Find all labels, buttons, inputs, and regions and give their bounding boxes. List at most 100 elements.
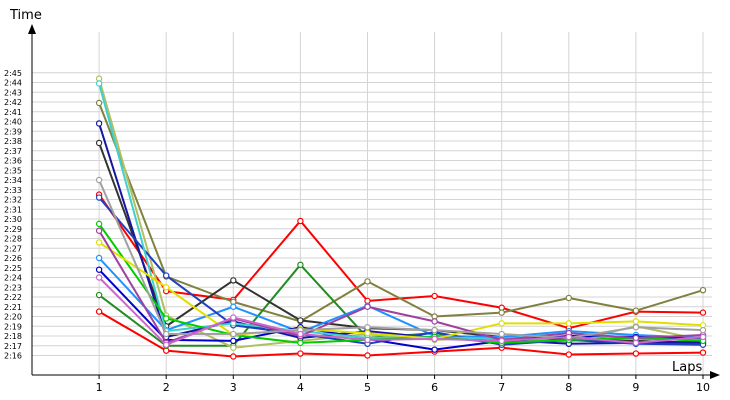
- y-tick-label: 2:42: [4, 98, 22, 107]
- data-point: [364, 303, 371, 310]
- x-tick-labels: 1 2 3 4 5 6 7 8 9 10: [96, 381, 710, 394]
- data-point: [431, 326, 438, 334]
- data-point: [95, 220, 103, 228]
- series-line: [98, 179, 704, 339]
- data-point: [230, 353, 237, 360]
- data-point: [498, 330, 505, 338]
- data-point: [95, 176, 103, 184]
- y-tick-label: 2:30: [4, 215, 22, 224]
- series-15: [95, 176, 707, 342]
- data-point: [297, 350, 304, 357]
- y-tick-label: 2:17: [4, 342, 22, 351]
- series-line: [98, 194, 704, 330]
- y-tick-label: 2:43: [4, 88, 22, 97]
- data-point: [230, 277, 237, 284]
- y-tick-label: 2:29: [4, 225, 22, 234]
- series-line: [98, 276, 704, 346]
- y-tick-label: 2:27: [4, 244, 22, 253]
- data-point: [297, 339, 304, 347]
- data-point: [632, 324, 640, 331]
- series-line: [98, 223, 704, 344]
- y-tick-label: 2:23: [4, 283, 22, 292]
- data-point: [162, 315, 170, 322]
- y-tick-label: 2:45: [4, 69, 22, 78]
- data-point: [431, 318, 438, 325]
- y-tick-label: 2:25: [4, 264, 22, 273]
- y-tick-label: 2:21: [4, 303, 22, 312]
- data-point: [95, 266, 103, 273]
- x-tick-label: 1: [96, 381, 103, 394]
- series-line: [98, 241, 704, 340]
- y-tick-label: 2:24: [4, 274, 22, 283]
- y-tick-label: 2:41: [4, 108, 22, 117]
- data-point: [95, 80, 103, 87]
- data-point: [632, 350, 640, 357]
- series-2: [95, 191, 707, 332]
- x-tick-label: 5: [364, 381, 371, 394]
- data-point: [699, 333, 707, 341]
- y-tick-label: 2:22: [4, 293, 22, 302]
- x-tick-label: 10: [696, 381, 710, 394]
- series-lines: [95, 75, 707, 360]
- data-point: [297, 261, 304, 269]
- x-tick-label: 3: [230, 381, 237, 394]
- data-point: [230, 303, 237, 310]
- data-point: [565, 294, 573, 302]
- series-line: [98, 123, 704, 345]
- data-point: [632, 318, 640, 325]
- y-tick-label: 2:40: [4, 118, 22, 127]
- data-point: [498, 337, 505, 345]
- y-tick-label: 2:26: [4, 254, 22, 263]
- data-point: [95, 139, 103, 147]
- data-point: [431, 292, 438, 300]
- y-tick-label: 2:32: [4, 196, 22, 205]
- data-point: [162, 272, 170, 279]
- series-line: [98, 142, 704, 344]
- x-axis-arrow: [710, 371, 720, 379]
- y-tick-label: 2:35: [4, 166, 22, 175]
- data-point: [162, 341, 170, 348]
- data-point: [162, 284, 170, 291]
- x-axis-label: Laps: [672, 360, 702, 375]
- y-tick-label: 2:39: [4, 127, 22, 136]
- data-point: [297, 317, 304, 324]
- y-tick-label: 2:44: [4, 79, 22, 88]
- series-16: [95, 274, 707, 348]
- data-point: [297, 330, 304, 338]
- y-tick-label: 2:28: [4, 235, 22, 244]
- data-point: [95, 120, 103, 127]
- data-point: [95, 291, 103, 299]
- y-tick-label: 2:19: [4, 322, 22, 331]
- x-tick-label: 6: [431, 381, 438, 394]
- data-point: [431, 335, 438, 343]
- data-point: [498, 320, 505, 327]
- y-tick-label: 2:18: [4, 332, 22, 341]
- y-tick-label: 2:37: [4, 147, 22, 156]
- y-tick-label: 2:34: [4, 176, 22, 185]
- data-point: [364, 336, 371, 344]
- data-point: [162, 330, 170, 338]
- data-point: [230, 337, 237, 345]
- y-axis-label: Time: [9, 8, 42, 23]
- data-point: [95, 99, 103, 107]
- series-line: [98, 310, 704, 358]
- data-point: [565, 333, 573, 341]
- data-point: [498, 309, 505, 316]
- data-point: [95, 274, 103, 281]
- x-tick-label: 2: [163, 381, 170, 394]
- data-point: [565, 320, 573, 327]
- y-axis-arrow: [28, 24, 36, 34]
- data-point: [95, 227, 103, 234]
- data-point: [364, 278, 371, 285]
- data-point: [699, 349, 707, 356]
- series-6: [95, 75, 707, 351]
- data-point: [95, 194, 103, 201]
- data-point: [364, 329, 371, 337]
- data-point: [95, 254, 103, 262]
- x-tick-label: 4: [297, 381, 304, 394]
- y-tick-labels: 2:162:172:182:192:202:212:222:232:242:25…: [4, 69, 22, 361]
- y-tick-label: 2:31: [4, 205, 22, 214]
- data-point: [699, 326, 707, 334]
- data-point: [230, 330, 237, 338]
